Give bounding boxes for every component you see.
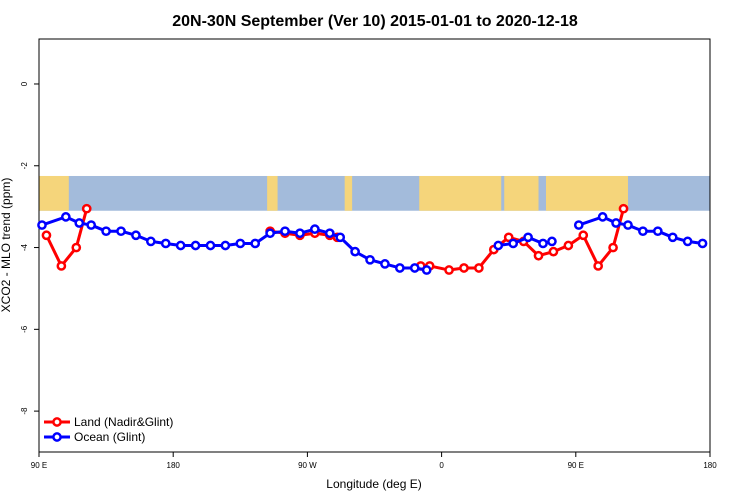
data-point — [652, 226, 663, 237]
legend: Land (Nadir&Glint)Ocean (Glint) — [44, 415, 173, 444]
data-point — [71, 242, 82, 253]
data-point — [508, 238, 519, 249]
data-point — [335, 232, 346, 243]
data-point — [116, 226, 126, 237]
data-point — [538, 238, 548, 249]
data-point — [608, 242, 618, 253]
data-point — [190, 240, 201, 251]
data-point — [74, 218, 85, 228]
data-point — [563, 240, 574, 251]
data-point — [350, 246, 360, 257]
data-point — [41, 230, 52, 241]
data-point — [444, 265, 454, 275]
data-point — [295, 228, 305, 239]
legend-label: Ocean (Glint) — [74, 430, 145, 444]
x-tick-label: 90 E — [31, 461, 47, 470]
series-layer — [37, 203, 708, 275]
data-point — [548, 246, 559, 257]
data-point — [145, 236, 156, 247]
data-point — [365, 254, 375, 265]
data-point — [409, 263, 420, 273]
data-point — [638, 226, 648, 237]
x-tick-label: 180 — [703, 461, 717, 470]
plot-border — [38, 38, 711, 453]
data-point — [250, 238, 261, 249]
data-point — [86, 220, 97, 230]
chart-title: 20N-30N September (Ver 10) 2015-01-01 to… — [172, 13, 578, 30]
data-point — [101, 226, 111, 237]
data-point — [280, 226, 290, 237]
data-point — [175, 240, 186, 251]
series-1 — [37, 212, 708, 275]
x-tick-label: 180 — [167, 461, 181, 470]
data-point — [235, 238, 246, 249]
data-point — [503, 232, 514, 243]
data-point — [324, 228, 335, 239]
legend-label: Land (Nadir&Glint) — [74, 415, 173, 429]
data-point — [533, 250, 544, 261]
data-point — [380, 259, 390, 269]
map-land — [344, 175, 353, 211]
plot-frame — [38, 38, 711, 453]
data-point — [667, 232, 678, 243]
data-point — [493, 240, 504, 251]
data-point — [56, 261, 67, 271]
y-tick-label: -8 — [20, 407, 29, 415]
map-land — [419, 175, 502, 211]
data-point — [682, 236, 693, 247]
x-tick-label: 90 W — [298, 461, 317, 470]
data-point — [578, 230, 589, 241]
data-point — [618, 203, 629, 214]
data-point — [421, 265, 432, 275]
legend-marker — [52, 432, 62, 442]
data-point — [474, 263, 484, 273]
map-land — [545, 175, 628, 211]
map-land — [39, 175, 69, 211]
data-point — [573, 220, 584, 230]
data-point — [131, 230, 141, 241]
data-point — [394, 263, 405, 273]
y-tick-label: 0 — [20, 81, 29, 86]
data-point — [205, 240, 216, 251]
data-point — [160, 238, 171, 249]
x-tick-label: 0 — [439, 461, 444, 470]
y-axis-label: XCO2 - MLO trend (ppm) — [0, 178, 13, 313]
map-land — [267, 175, 278, 211]
data-point — [60, 212, 71, 222]
map-land — [504, 175, 539, 211]
x-tick-label: 90 E — [568, 461, 584, 470]
data-point — [265, 228, 275, 239]
series-0 — [41, 203, 629, 275]
y-tick-label: -4 — [20, 243, 29, 251]
data-point — [459, 263, 469, 273]
data-point — [623, 220, 633, 230]
y-tick-label: -2 — [20, 162, 29, 170]
data-point — [37, 220, 47, 230]
data-point — [593, 261, 604, 271]
data-point — [81, 203, 92, 214]
data-point — [611, 218, 621, 228]
x-axis-label: Longitude (deg E) — [326, 477, 421, 491]
series-line — [45, 208, 89, 268]
legend-marker — [52, 417, 62, 427]
data-point — [310, 224, 320, 234]
data-point — [597, 212, 608, 222]
x-axis: 90 E 180 90 W 0 90 E 180 — [31, 452, 717, 470]
data-point — [547, 236, 557, 247]
data-point — [697, 238, 708, 249]
y-tick-label: -6 — [20, 325, 29, 333]
data-point — [220, 240, 231, 251]
background-map — [39, 175, 710, 211]
y-axis: 0 -2 -4 -6 -8 — [20, 81, 39, 415]
data-point — [523, 232, 533, 243]
